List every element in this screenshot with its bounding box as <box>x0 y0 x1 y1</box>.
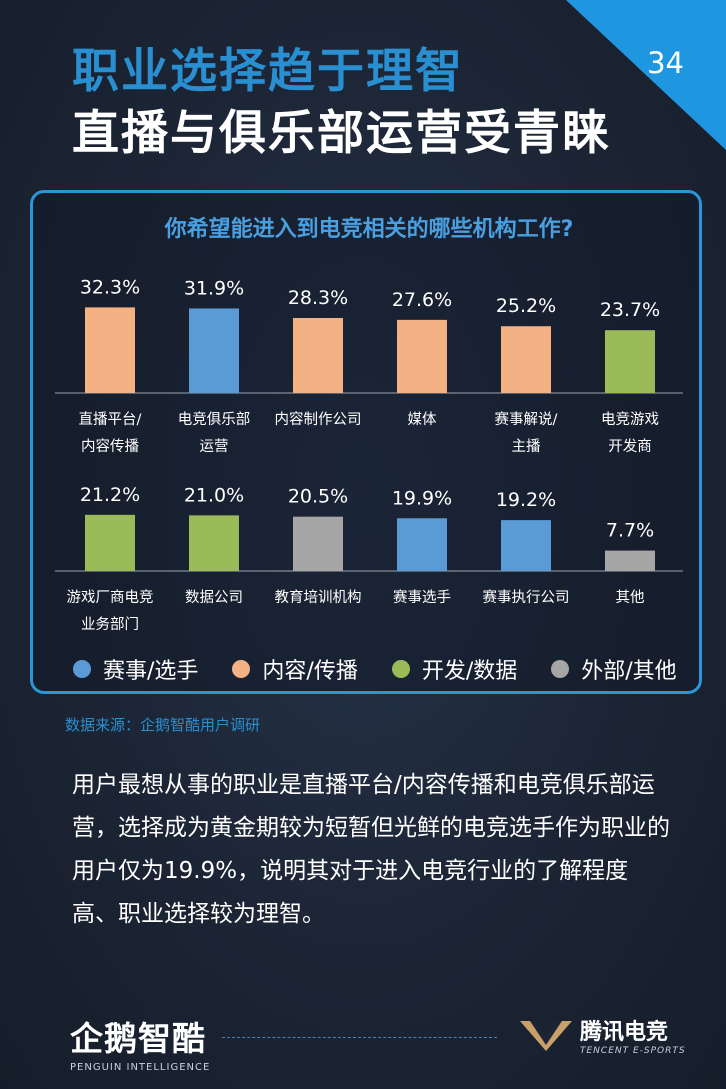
legend-label: 外部/其他 <box>581 659 677 684</box>
bar <box>85 514 135 571</box>
footer-divider <box>222 1037 497 1038</box>
bar <box>293 318 343 393</box>
category-label: 业务部门 <box>81 616 139 633</box>
page-title-line2: 直播与俱乐部运营受青睐 <box>72 106 611 161</box>
data-label: 32.3% <box>80 276 140 298</box>
data-label: 21.2% <box>80 484 140 506</box>
legend-label: 赛事/选手 <box>103 659 199 684</box>
category-label: 赛事执行公司 <box>483 589 570 606</box>
legend-label: 内容/传播 <box>262 659 358 684</box>
tencent-esports-logo: 腾讯电竞 TENCENT E-SPORTS <box>518 1014 686 1056</box>
right-logo-en: TENCENT E-SPORTS <box>580 1046 686 1056</box>
bar <box>85 307 135 393</box>
category-label: 媒体 <box>408 411 437 428</box>
chart-legend: 赛事/选手 内容/传播 开发/数据 外部/其他 <box>73 653 677 685</box>
bar <box>397 319 447 393</box>
data-label: 7.7% <box>606 520 654 542</box>
category-label: 数据公司 <box>185 589 243 606</box>
data-label: 23.7% <box>600 299 660 321</box>
bar-chart: 32.3% 直播平台/内容传播 31.9% 电竞俱乐部运营 28.3% 内容制作公司 27.… <box>55 276 683 633</box>
page-number: 34 <box>647 46 684 80</box>
category-label: 教育培训机构 <box>275 589 362 606</box>
tencent-esports-icon <box>520 1021 572 1051</box>
data-label: 19.2% <box>496 489 556 511</box>
data-label: 20.5% <box>288 486 348 508</box>
bar <box>605 550 655 571</box>
bar <box>501 520 551 571</box>
category-label: 电竞游戏 <box>601 410 659 428</box>
body-paragraph: 用户最想从事的职业是直播平台/内容传播和电竞俱乐部运营，选择成为黄金期较为短暂但… <box>72 772 670 927</box>
data-label: 19.9% <box>392 487 452 509</box>
bar <box>605 330 655 393</box>
corner-triangle <box>566 0 726 150</box>
legend-swatch <box>551 660 570 678</box>
category-label: 赛事选手 <box>393 589 451 606</box>
bar <box>397 518 447 571</box>
legend-label: 开发/数据 <box>421 659 518 684</box>
right-logo-cn: 腾讯电竞 <box>580 1020 669 1045</box>
bar <box>501 326 551 393</box>
data-label: 27.6% <box>392 289 452 311</box>
category-label: 运营 <box>200 438 229 455</box>
data-label: 31.9% <box>184 277 244 299</box>
legend-item: 赛事/选手 <box>73 653 198 685</box>
legend-item: 开发/数据 <box>391 653 518 685</box>
page-title-line1: 职业选择趋于理智 <box>72 44 464 99</box>
legend-swatch <box>391 660 410 678</box>
bar <box>189 515 239 571</box>
legend-item: 内容/传播 <box>232 653 358 685</box>
left-logo-en: PENGUIN INTELLIGENCE <box>70 1062 211 1073</box>
category-label: 直播平台/ <box>79 411 142 428</box>
bar <box>189 308 239 393</box>
chart-panel: 你希望能进入到电竞相关的哪些机构工作? 32.3% 直播平台/内容传播 31.9% 电… <box>30 190 702 694</box>
left-logo-cn: 企鹅智酷 <box>70 1019 206 1058</box>
data-label: 28.3% <box>288 287 348 309</box>
penguin-intelligence-logo: 企鹅智酷 PENGUIN INTELLIGENCE <box>70 1012 210 1073</box>
legend-swatch <box>73 660 91 678</box>
category-label: 开发商 <box>608 438 652 455</box>
category-label: 内容制作公司 <box>275 411 362 428</box>
legend-item: 外部/其他 <box>551 653 677 685</box>
data-label: 21.0% <box>184 484 244 506</box>
category-label: 游戏厂商电竞 <box>67 588 154 606</box>
category-label: 其他 <box>616 589 645 606</box>
legend-swatch <box>232 660 251 678</box>
bar <box>293 516 343 571</box>
category-label: 主播 <box>512 438 541 455</box>
category-label: 内容传播 <box>81 438 139 455</box>
data-source: 数据来源：企鹅智酷用户调研 <box>65 716 261 734</box>
category-label: 赛事解说/ <box>495 411 558 428</box>
chart-title: 你希望能进入到电竞相关的哪些机构工作? <box>164 217 574 242</box>
category-label: 电竞俱乐部 <box>178 410 251 428</box>
data-label: 25.2% <box>496 295 556 317</box>
